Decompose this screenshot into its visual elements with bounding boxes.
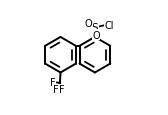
Text: F: F — [50, 77, 56, 87]
Text: F: F — [59, 84, 65, 94]
Text: O: O — [92, 31, 100, 40]
Text: Cl: Cl — [105, 21, 114, 31]
Text: O: O — [85, 19, 92, 29]
Text: F: F — [53, 84, 59, 94]
Text: S: S — [92, 23, 98, 33]
